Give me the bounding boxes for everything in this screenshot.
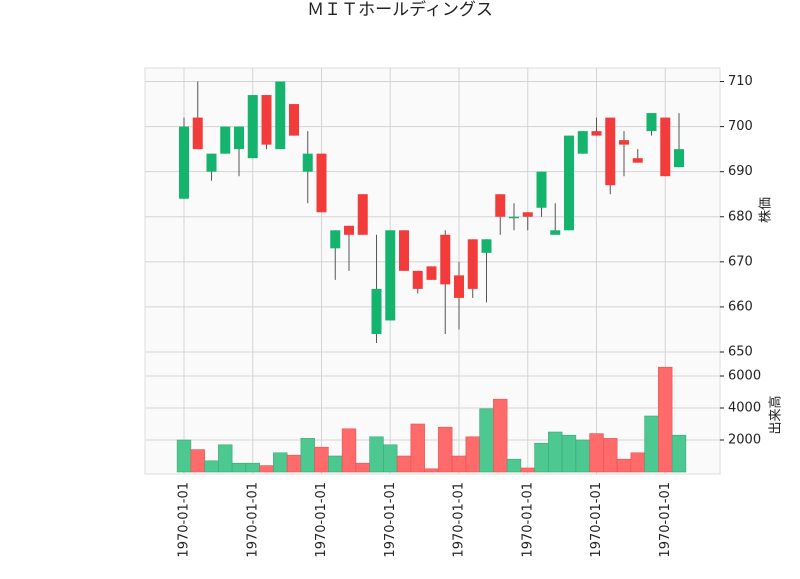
candle-body [674, 149, 684, 168]
volume-bar [438, 426, 453, 473]
candle-body [206, 153, 217, 172]
candle-body [412, 270, 423, 289]
candle-body [220, 126, 231, 154]
volume-bar [355, 462, 370, 473]
x-tick-label: 1970-01-01 [658, 482, 673, 558]
volume-bar [218, 444, 233, 473]
x-tick-label: 1970-01-01 [589, 482, 604, 558]
volume-bar [506, 458, 522, 473]
volume-bar [245, 462, 260, 473]
volume-bar [671, 434, 687, 473]
volume-bar [589, 433, 604, 473]
candle-body [385, 230, 396, 321]
y-axis-label: 出来高 [768, 395, 784, 434]
candle-body [619, 140, 629, 145]
volume-bar [534, 442, 549, 473]
volume-bar [561, 434, 577, 473]
volume-bar [493, 398, 508, 473]
y-tick-label: 690 [728, 164, 753, 179]
volume-bar [190, 449, 205, 473]
candle-body [275, 81, 286, 150]
volume-bar [616, 458, 632, 473]
candle-body [344, 225, 354, 235]
volume-bar [176, 439, 192, 473]
volume-bar [424, 468, 439, 473]
volume-bar [548, 431, 563, 473]
candle-body [261, 95, 272, 145]
y-tick-label: 680 [728, 209, 753, 224]
y-tick-label: 4000 [728, 401, 761, 416]
volume-bar [383, 444, 398, 473]
candle-body [330, 230, 341, 249]
volume-bar [658, 366, 673, 473]
candle-body [495, 194, 506, 217]
volume-bar [451, 455, 467, 473]
candle-body [522, 212, 533, 217]
volume-bar [328, 455, 343, 473]
volume-bar [520, 467, 535, 473]
volume-bar [204, 460, 219, 473]
candle-body [179, 126, 189, 199]
candle-body [550, 230, 561, 235]
volume-bar [300, 438, 315, 473]
volume-bar [341, 428, 357, 473]
candle-body [454, 275, 464, 298]
x-tick-label: 1970-01-01 [245, 482, 260, 558]
candle-body [289, 104, 299, 136]
x-tick-label: 1970-01-01 [177, 482, 192, 558]
candle-body [632, 158, 643, 163]
candle-body [316, 153, 327, 213]
candle-body [646, 113, 657, 132]
volume-bar [396, 455, 412, 473]
x-tick-label: 1970-01-01 [452, 482, 467, 558]
candle-body [302, 153, 313, 172]
y-tick-label: 710 [728, 74, 753, 89]
candle-body [192, 117, 203, 150]
candle-body [357, 194, 368, 235]
volume-bar [259, 465, 274, 473]
volume-bar [465, 436, 480, 473]
candle-body [247, 95, 258, 159]
x-tick-label: 1970-01-01 [383, 482, 398, 558]
candle-body [605, 117, 616, 186]
y-tick-label: 660 [728, 299, 753, 314]
volume-bar [286, 454, 302, 473]
volume-bar [314, 446, 329, 473]
y-tick-label: 650 [728, 345, 753, 360]
y-axis-label: 株価 [759, 197, 774, 223]
candle-body [371, 288, 382, 334]
candle-body [467, 239, 478, 289]
candle-body [481, 239, 492, 253]
x-tick-label: 1970-01-01 [520, 482, 535, 558]
volume-bar [273, 452, 288, 473]
y-tick-label: 700 [728, 119, 753, 134]
volume-bar [231, 462, 247, 473]
chart-title: ＭＩＴホールディングス [307, 0, 493, 20]
price-panel [144, 67, 721, 353]
y-tick-label: 2000 [728, 433, 761, 448]
candle-body [440, 234, 451, 285]
candle-body [577, 131, 588, 154]
volume-bar [369, 436, 384, 473]
candle-body [536, 171, 547, 208]
candle-body [426, 266, 437, 280]
volume-bar [410, 423, 425, 473]
volume-bar [603, 438, 618, 473]
y-tick-label: 670 [728, 254, 753, 269]
volume-panel [144, 351, 721, 475]
candle-body [591, 131, 602, 136]
y-tick-label: 6000 [728, 369, 761, 384]
volume-bar [644, 415, 659, 473]
candle-body [509, 216, 519, 219]
volume-bar [479, 408, 494, 473]
candle-body [399, 230, 409, 271]
volume-bar [630, 452, 645, 473]
x-tick-label: 1970-01-01 [314, 482, 329, 558]
volume-bar [575, 439, 590, 473]
candle-body [660, 117, 671, 177]
candle-body [234, 126, 244, 150]
candle-body [564, 135, 574, 231]
